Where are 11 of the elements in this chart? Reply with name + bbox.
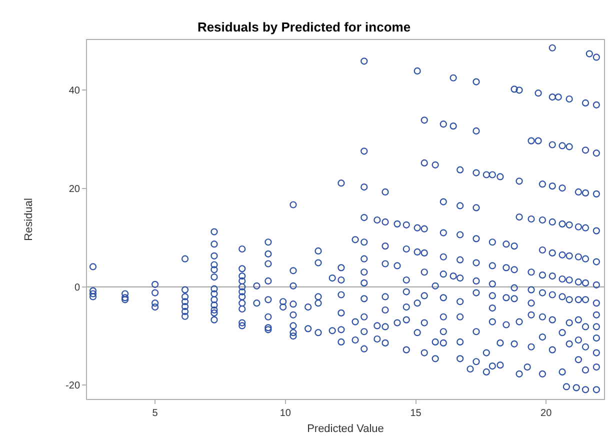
x-axis-title: Predicted Value — [307, 423, 384, 436]
x-tick-label: 5 — [152, 408, 158, 419]
y-axis-title: Residual — [23, 198, 36, 241]
x-tick-label: 10 — [280, 408, 292, 419]
x-tick-label: 15 — [410, 408, 422, 419]
y-tick-label: 40 — [68, 86, 80, 97]
y-tick-label: 20 — [68, 184, 80, 196]
chart-title: Residuals by Predicted for income — [197, 19, 411, 34]
y-tick-label: 0 — [74, 282, 80, 294]
y-tick-label: -20 — [66, 380, 80, 392]
x-tick-label: 20 — [540, 408, 552, 419]
